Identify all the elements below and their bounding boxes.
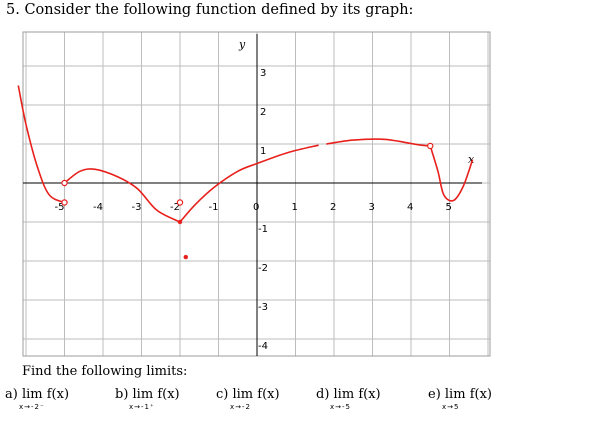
limit-function: f(x) bbox=[358, 387, 381, 402]
limit-approach: x→-2⁻ bbox=[19, 403, 45, 411]
limit-label: a) lim bbox=[5, 387, 43, 402]
x-tick-label: -4 bbox=[93, 202, 103, 213]
closed-point bbox=[183, 254, 188, 260]
curve-segment bbox=[64, 168, 181, 223]
x-axis-label: x bbox=[468, 153, 475, 166]
x-tick-label: 4 bbox=[407, 202, 413, 213]
x-tick-label: 5 bbox=[446, 202, 452, 213]
curve-segment bbox=[17, 85, 65, 204]
limit-label: b) lim bbox=[115, 387, 154, 402]
open-point bbox=[61, 199, 68, 206]
limit-a: a) lim f(x) x→-2⁻ bbox=[5, 387, 70, 411]
x-tick-label: -1 bbox=[209, 202, 219, 213]
y-tick-label: 2 bbox=[260, 107, 266, 118]
limit-approach: x→-2 bbox=[230, 403, 251, 411]
y-tick-label: -4 bbox=[258, 341, 268, 352]
axes bbox=[23, 34, 482, 356]
y-tick-label: -3 bbox=[258, 302, 268, 313]
limit-approach: x→-1⁺ bbox=[129, 403, 155, 411]
open-point bbox=[61, 179, 68, 187]
limit-e: e) lim f(x) x→5 bbox=[428, 387, 492, 411]
limit-function: f(x) bbox=[46, 387, 70, 402]
limit-b: b) lim f(x) x→-1⁺ bbox=[115, 387, 180, 411]
x-tick-label: -3 bbox=[132, 202, 142, 213]
y-tick-label: -1 bbox=[258, 224, 268, 235]
x-tick-label: 2 bbox=[330, 202, 336, 213]
y-tick-label: 1 bbox=[260, 146, 266, 157]
y-axis-label: y bbox=[238, 38, 246, 51]
points bbox=[61, 142, 434, 260]
limit-function: f(x) bbox=[257, 387, 280, 402]
curve-segment bbox=[179, 144, 319, 223]
limit-function: f(x) bbox=[469, 387, 492, 402]
instruction-text: Find the following limits: bbox=[22, 364, 188, 379]
closed-point bbox=[177, 219, 183, 225]
open-point bbox=[176, 199, 184, 206]
question-text: 5. Consider the following function defin… bbox=[6, 2, 414, 18]
limit-label: d) lim bbox=[316, 387, 355, 402]
x-tick-label: -5 bbox=[55, 202, 65, 213]
tick-labels: y x -5 -4 -3 -2 -1 0 1 2 3 4 5 1 2 3 -1 -2 -3 -4 bbox=[55, 38, 476, 352]
curves bbox=[17, 85, 474, 223]
limit-d: d) lim f(x) x→-5 bbox=[316, 387, 381, 411]
y-tick-label: -2 bbox=[258, 263, 268, 274]
curve-segment bbox=[326, 138, 431, 147]
x-tick-label: -2 bbox=[170, 202, 180, 213]
limit-function: f(x) bbox=[157, 387, 180, 402]
limit-label: e) lim bbox=[428, 387, 466, 402]
x-tick-label: 1 bbox=[292, 202, 298, 213]
limit-approach: x→5 bbox=[442, 403, 460, 411]
limit-label: c) lim bbox=[216, 387, 254, 402]
limit-approach: x→-5 bbox=[330, 403, 351, 411]
limit-c: c) lim f(x) x→-2 bbox=[216, 387, 280, 411]
x-tick-label: 0 bbox=[253, 202, 259, 213]
open-point bbox=[427, 142, 434, 150]
y-tick-label: 3 bbox=[260, 68, 266, 79]
x-tick-label: 3 bbox=[369, 202, 375, 213]
curve-segment bbox=[429, 145, 474, 202]
